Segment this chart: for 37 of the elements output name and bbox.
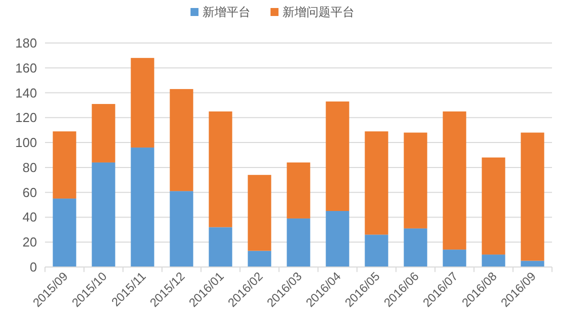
bar bbox=[52, 198, 76, 267]
bar bbox=[248, 174, 272, 251]
y-tick-label: 140 bbox=[15, 85, 37, 100]
bar bbox=[404, 228, 428, 267]
bar bbox=[130, 58, 154, 148]
bar bbox=[52, 131, 76, 199]
bar bbox=[442, 111, 466, 250]
bar bbox=[92, 104, 116, 162]
legend-label: 新增平台 bbox=[202, 5, 250, 19]
y-tick-label: 80 bbox=[22, 160, 37, 175]
y-tick-label: 60 bbox=[22, 184, 37, 200]
bar bbox=[248, 250, 272, 267]
bar bbox=[520, 132, 544, 261]
bar bbox=[286, 162, 310, 218]
bar bbox=[92, 162, 116, 267]
y-tick-label: 20 bbox=[22, 234, 37, 250]
bar bbox=[482, 157, 506, 255]
bar bbox=[130, 148, 154, 267]
bar bbox=[364, 131, 388, 235]
bar bbox=[170, 191, 194, 267]
y-tick-label: 160 bbox=[15, 60, 37, 76]
y-tick-label: 40 bbox=[22, 210, 37, 225]
bar bbox=[326, 211, 350, 267]
bar bbox=[208, 111, 232, 228]
legend-label: 新增问题平台 bbox=[282, 5, 354, 19]
y-tick-label: 180 bbox=[15, 36, 37, 50]
bar bbox=[286, 218, 310, 267]
bar bbox=[404, 132, 428, 228]
bar bbox=[326, 101, 350, 211]
y-tick-label: 100 bbox=[15, 135, 37, 150]
bar bbox=[364, 234, 388, 267]
y-tick-label: 0 bbox=[30, 260, 37, 274]
bar bbox=[170, 89, 194, 192]
bar bbox=[208, 227, 232, 267]
y-tick-label: 120 bbox=[15, 110, 37, 126]
bar bbox=[482, 254, 506, 267]
bar bbox=[442, 250, 466, 267]
